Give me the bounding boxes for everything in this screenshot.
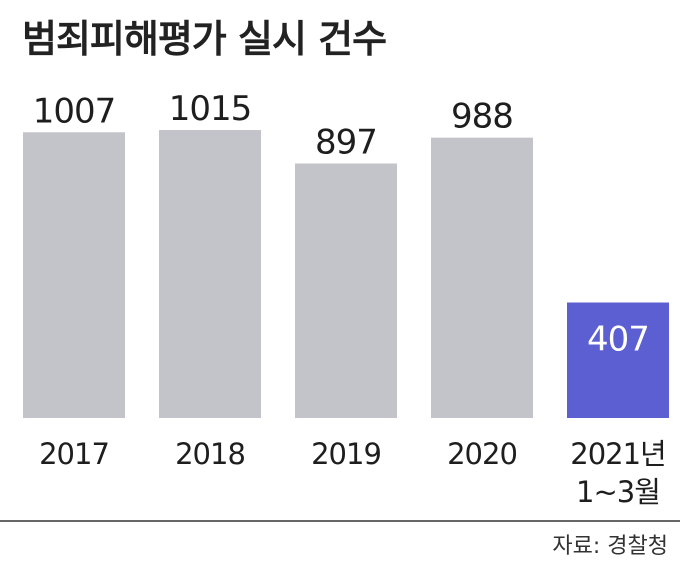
x-tick-label: 2019 bbox=[311, 437, 381, 471]
x-tick-label: 2021년 bbox=[570, 437, 665, 471]
bar-2020 bbox=[431, 137, 533, 419]
bar-2018 bbox=[159, 130, 261, 418]
value-label: 1007 bbox=[33, 91, 116, 131]
x-tick-label: 1~3월 bbox=[576, 475, 660, 509]
value-label: 1015 bbox=[169, 89, 252, 129]
value-label: 988 bbox=[451, 97, 513, 137]
bar-2019 bbox=[295, 163, 397, 418]
bar-2021년 1~3월 bbox=[567, 302, 669, 418]
bar-2017 bbox=[23, 132, 125, 418]
x-tick-label: 2017 bbox=[39, 437, 109, 471]
value-label: 897 bbox=[315, 122, 377, 162]
chart-title: 범죄피해평가 실시 건수 bbox=[22, 17, 387, 61]
x-tick-label: 2018 bbox=[175, 437, 245, 471]
value-label: 407 bbox=[587, 320, 649, 360]
x-tick-label: 2020 bbox=[447, 437, 517, 471]
source-note: 자료: 경찰청 bbox=[552, 534, 668, 559]
